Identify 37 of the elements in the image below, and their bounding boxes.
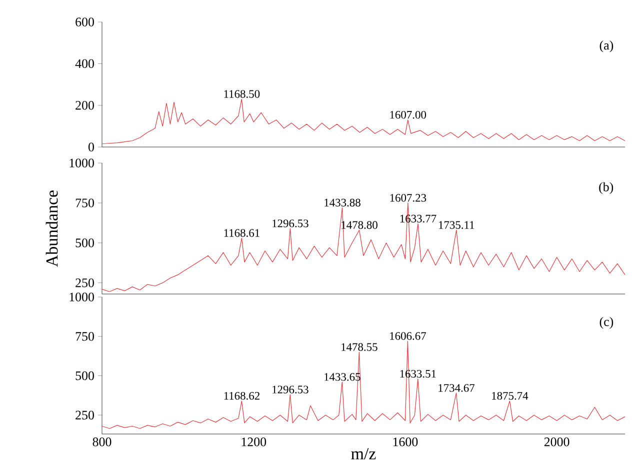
x-tick-label: 1600 — [393, 438, 418, 446]
annotation: (b) — [599, 182, 614, 194]
y-tick-label: 0 — [88, 142, 94, 152]
y-tick-label: 500 — [76, 238, 94, 248]
y-tick-label: 600 — [76, 18, 94, 26]
y-tick-label: 250 — [76, 278, 94, 288]
annotation: 1607.00 — [390, 110, 426, 119]
annotation: 1607.23 — [390, 194, 426, 202]
annotation: 1478.55 — [342, 343, 378, 351]
y-tick-label: 750 — [76, 332, 94, 341]
annotation: 1875.74 — [492, 392, 528, 400]
y-tick-label: 1000 — [70, 158, 94, 168]
line-series — [102, 340, 626, 429]
annotation: 1296.53 — [272, 386, 308, 394]
annotation: 1606.67 — [390, 332, 426, 340]
x-axis-title: m/z — [351, 448, 376, 460]
x-tick-label: 800 — [92, 438, 112, 446]
annotation: (a) — [600, 40, 614, 52]
y-tick-label: 400 — [75, 59, 94, 68]
y-axis-title: Abundance — [46, 190, 58, 267]
y-tick-label: 200 — [76, 100, 94, 110]
annotation: 1734.67 — [438, 384, 475, 392]
annotation: (c) — [600, 316, 614, 329]
x-tick-label: 2000 — [544, 438, 570, 446]
annotation: 1168.62 — [224, 392, 260, 400]
annotation: 1168.61 — [224, 229, 260, 237]
y-tick-label: 250 — [76, 410, 94, 420]
y-tick-label: 500 — [76, 371, 94, 380]
y-tick-label: 1000 — [70, 292, 94, 302]
line-series — [102, 98, 626, 144]
annotation: 1168.50 — [224, 90, 260, 98]
annotation: 1433.88 — [324, 198, 360, 207]
y-tick-label: 750 — [76, 198, 94, 208]
annotation: 1478.80 — [342, 221, 378, 229]
annotation: 1735.11 — [438, 221, 474, 229]
annotation: 1296.53 — [272, 220, 308, 228]
x-tick-label: 1200 — [242, 438, 266, 446]
